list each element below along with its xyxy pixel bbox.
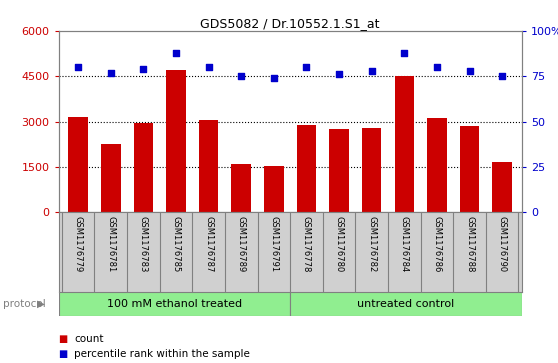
Bar [297,125,316,212]
Text: untreated control: untreated control [357,299,455,309]
Point [171,50,180,56]
Text: count: count [74,334,104,344]
Text: protocol: protocol [3,299,46,309]
Bar [133,123,153,212]
Text: GSM1176779: GSM1176779 [74,216,83,273]
Text: GSM1176785: GSM1176785 [171,216,180,273]
Text: ■: ■ [59,349,68,359]
Bar [232,164,251,212]
Text: percentile rank within the sample: percentile rank within the sample [74,349,250,359]
Text: ■: ■ [59,334,68,344]
Point [465,68,474,74]
Bar [460,126,479,212]
Bar [362,128,382,212]
Text: GSM1176782: GSM1176782 [367,216,376,273]
Bar [199,120,218,212]
Text: GSM1176791: GSM1176791 [270,216,278,273]
Point [302,64,311,70]
Point [335,72,344,77]
Bar [492,163,512,212]
Text: GSM1176786: GSM1176786 [432,216,441,273]
Point [74,64,83,70]
Point [139,66,148,72]
Text: 100 mM ethanol treated: 100 mM ethanol treated [107,299,242,309]
Point [367,68,376,74]
Point [498,73,507,79]
Text: GSM1176790: GSM1176790 [498,216,507,273]
Bar [166,70,186,212]
Bar [427,118,447,212]
Text: ▶: ▶ [37,299,45,309]
Bar [290,292,522,316]
Point [270,75,278,81]
Text: GSM1176781: GSM1176781 [106,216,116,273]
Text: GSM1176788: GSM1176788 [465,216,474,273]
Bar [264,166,283,212]
Point [107,70,116,76]
Bar [395,76,414,212]
Text: GSM1176783: GSM1176783 [139,216,148,273]
Title: GDS5082 / Dr.10552.1.S1_at: GDS5082 / Dr.10552.1.S1_at [200,17,380,30]
Text: GSM1176787: GSM1176787 [204,216,213,273]
Bar [59,292,290,316]
Point [400,50,409,56]
Bar [69,117,88,212]
Point [432,64,441,70]
Bar [329,129,349,212]
Text: GSM1176780: GSM1176780 [335,216,344,273]
Text: GSM1176789: GSM1176789 [237,216,246,273]
Text: GSM1176778: GSM1176778 [302,216,311,273]
Point [204,64,213,70]
Text: GSM1176784: GSM1176784 [400,216,409,273]
Bar [101,144,121,212]
Point [237,73,246,79]
